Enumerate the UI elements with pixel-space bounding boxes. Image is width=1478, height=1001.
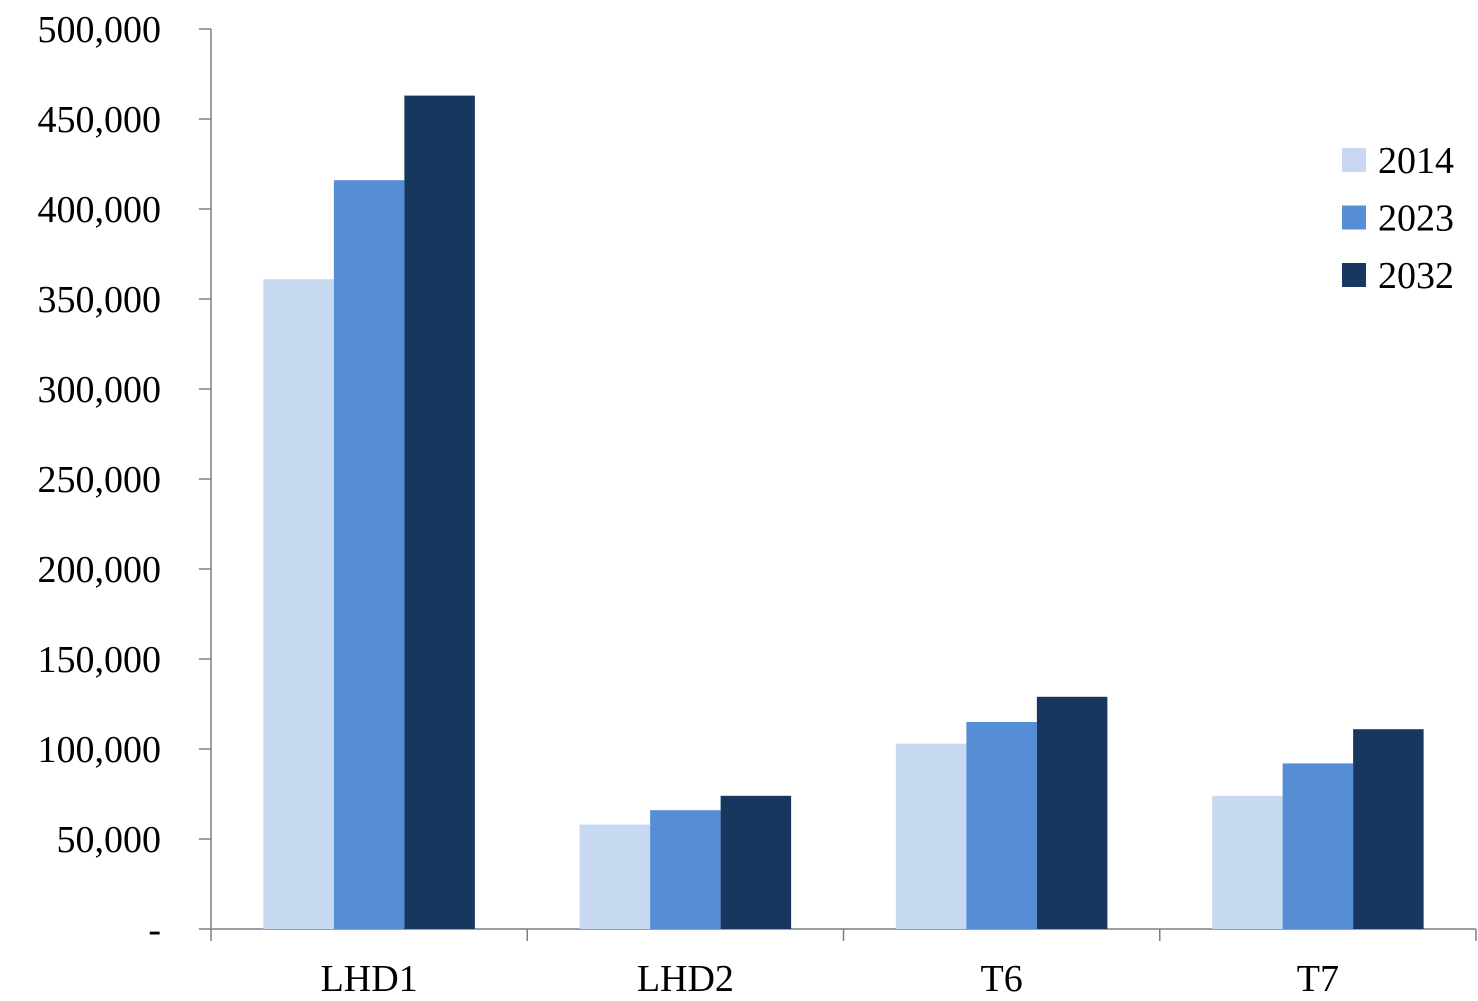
- bar-2023-T6: [966, 722, 1037, 929]
- y-tick-label: 50,000: [57, 819, 162, 861]
- x-category-label: T7: [1297, 958, 1339, 1000]
- bar-2032-T6: [1036, 696, 1108, 929]
- bar-2023-T7: [1282, 763, 1354, 929]
- y-tick-label: 350,000: [38, 279, 162, 321]
- legend-label: 2014: [1378, 140, 1454, 182]
- y-axis: - 50,000 100,000 150,000 200,000 250,000 300,0…: [38, 9, 212, 951]
- y-tick-label: 150,000: [38, 639, 162, 681]
- x-category-label: LHD1: [321, 958, 418, 1000]
- legend-swatch: [1342, 263, 1366, 287]
- y-tick-label: 200,000: [38, 549, 162, 591]
- y-tick-label: 300,000: [38, 369, 162, 411]
- bar-2014-LHD2: [579, 824, 651, 929]
- x-category-label: T6: [981, 958, 1023, 1000]
- legend-swatch: [1342, 148, 1366, 172]
- bar-2014-T7: [1212, 795, 1283, 929]
- bar-2032-LHD1: [404, 95, 475, 930]
- x-category-label: LHD2: [637, 958, 734, 1000]
- y-tick-label: 500,000: [38, 9, 162, 51]
- bars: [263, 95, 1424, 930]
- bar-2014-T6: [895, 743, 967, 929]
- bar-2023-LHD1: [333, 180, 405, 929]
- legend-swatch: [1342, 205, 1366, 230]
- bar-2023-LHD2: [650, 810, 721, 929]
- bar-2032-T7: [1353, 729, 1424, 929]
- y-tick-label: -: [148, 909, 161, 951]
- bar-2032-LHD2: [720, 795, 792, 929]
- x-axis: LHD1 LHD2 T6 T7: [210, 928, 1477, 1000]
- legend-label: 2032: [1378, 255, 1454, 297]
- y-tick-label: 250,000: [38, 459, 162, 501]
- legend: 2014 2023 2032: [1342, 140, 1454, 297]
- y-tick-label: 100,000: [38, 729, 162, 771]
- bar-2014-LHD1: [263, 279, 334, 929]
- y-tick-label: 450,000: [38, 99, 162, 141]
- y-tick-label: 400,000: [38, 189, 162, 231]
- legend-label: 2023: [1378, 198, 1454, 240]
